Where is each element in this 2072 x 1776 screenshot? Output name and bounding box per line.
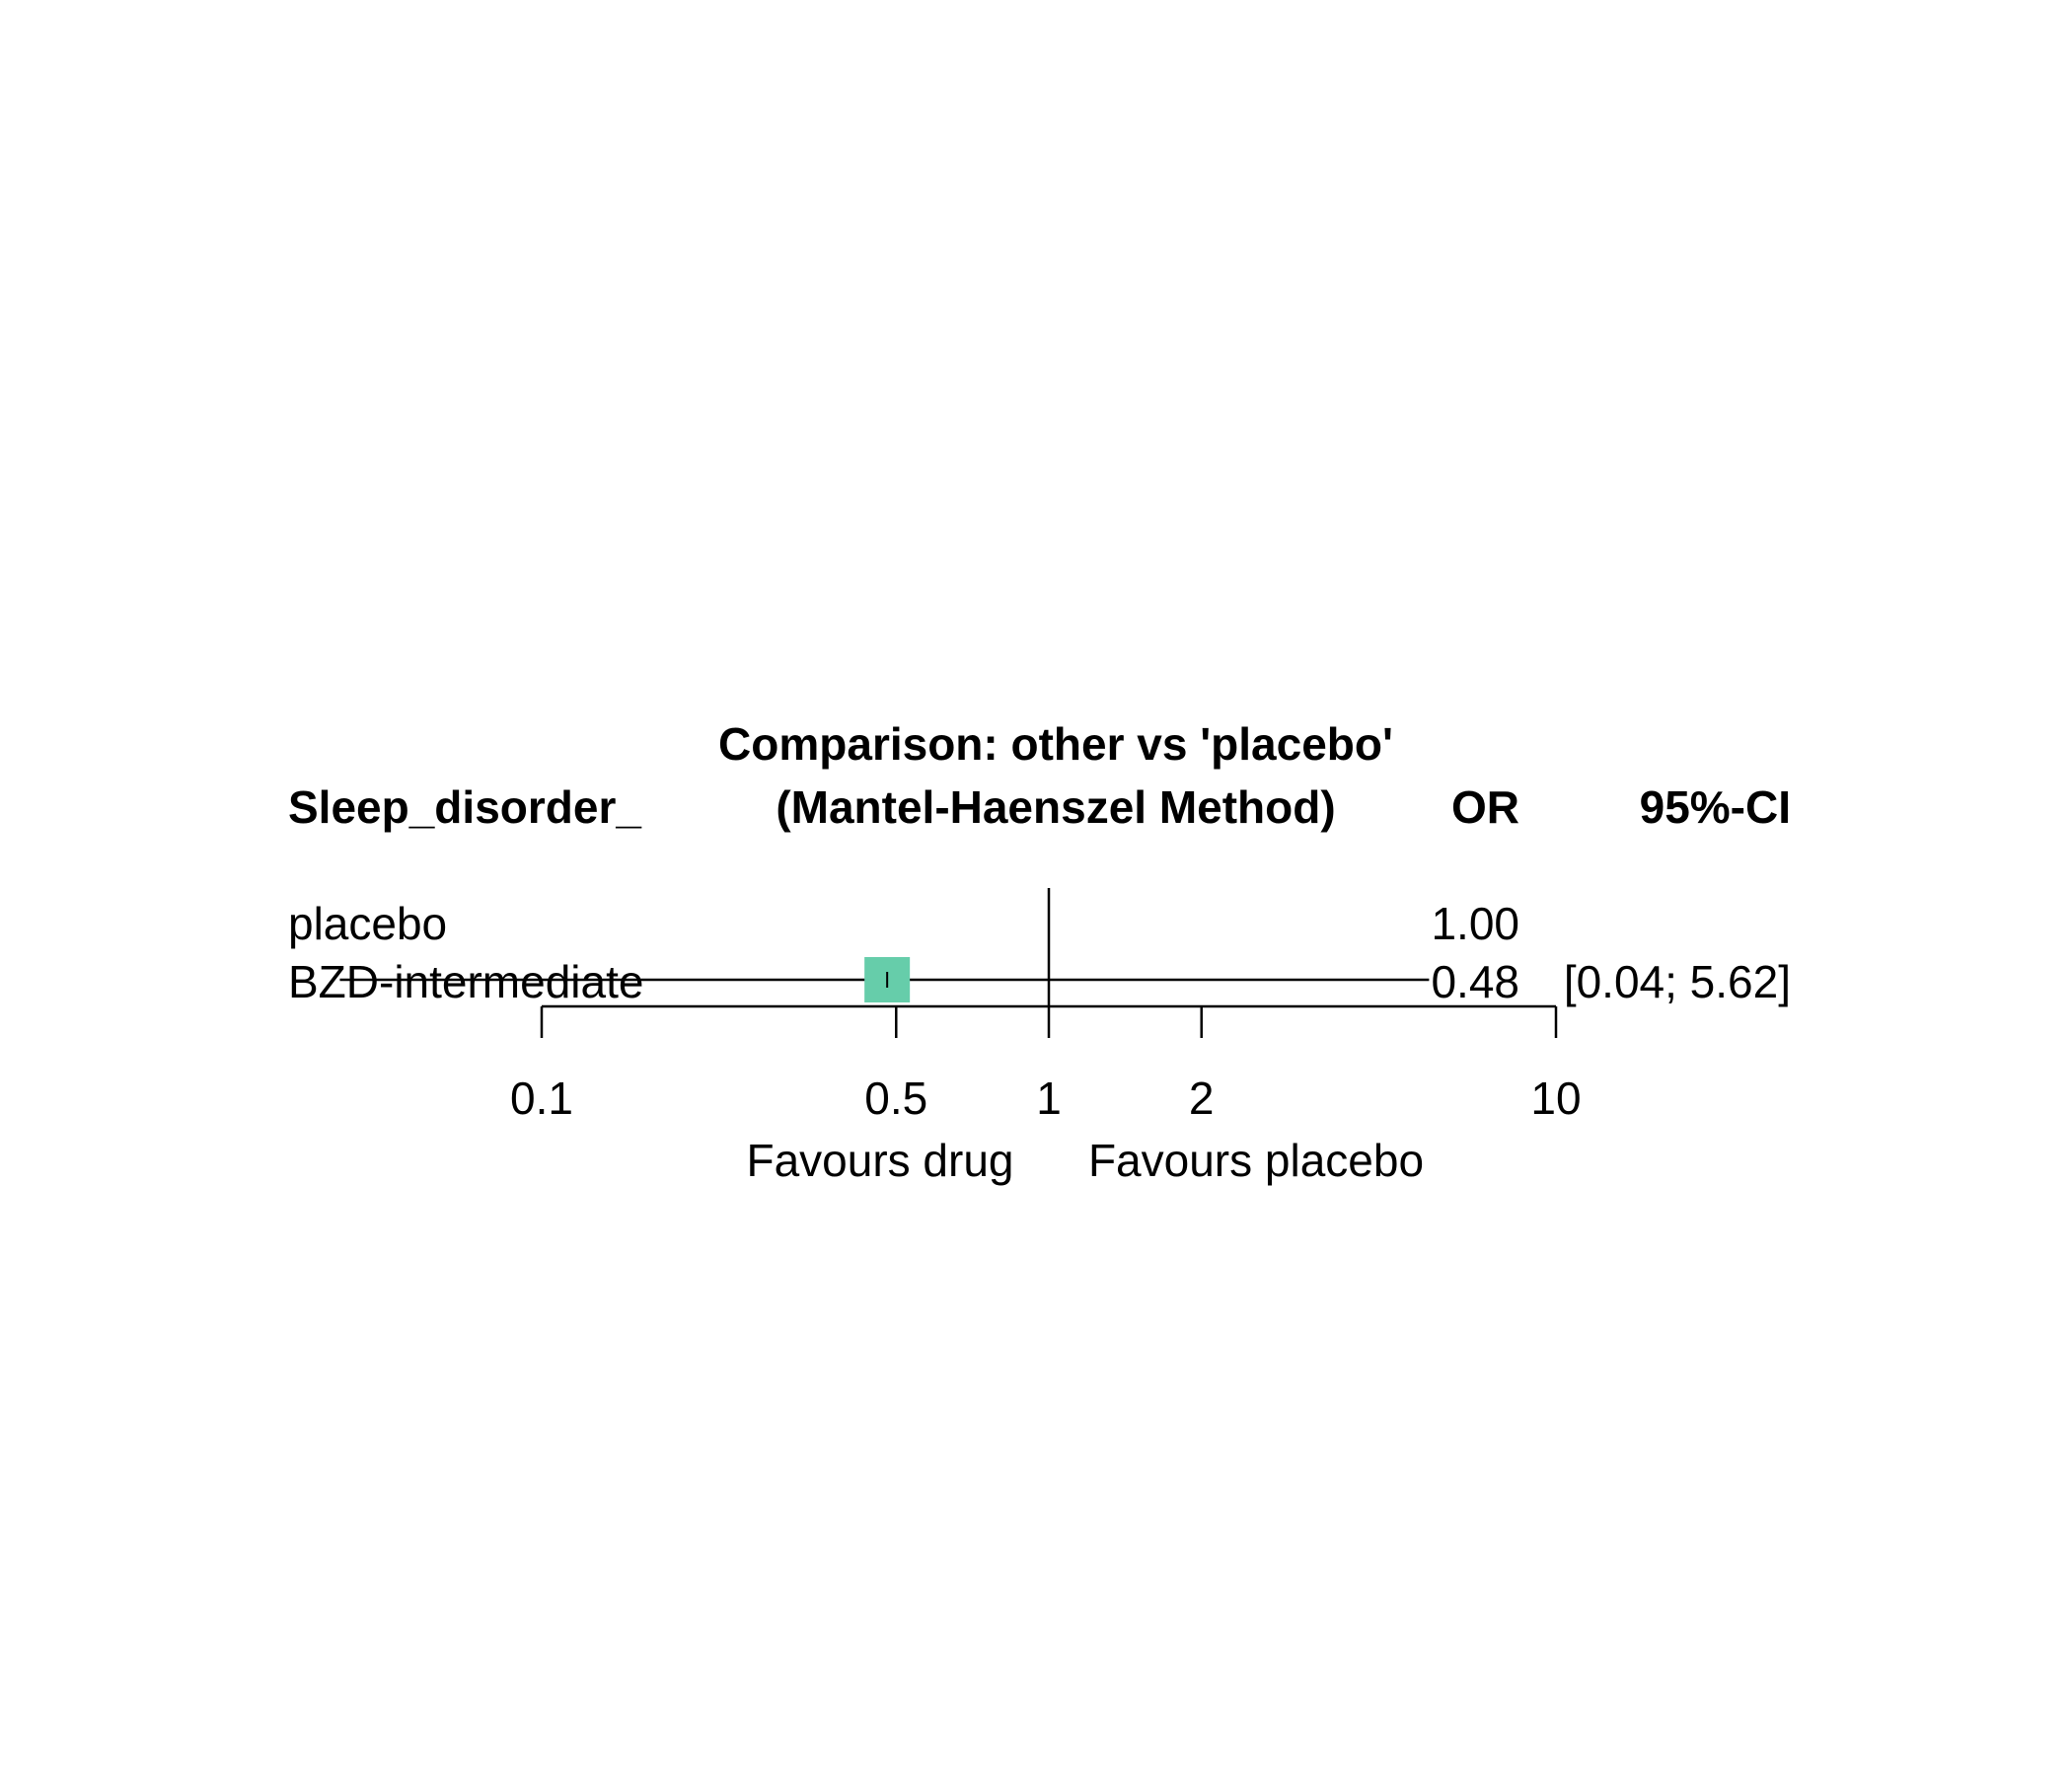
row-ci-bzd-intermediate: [0.04; 5.62] (1564, 956, 1791, 1007)
favours-left-label: Favours drug (746, 1135, 1013, 1186)
chart-title: Comparison: other vs 'placebo' (718, 718, 1393, 770)
x-tick-label: 1 (1036, 1073, 1062, 1124)
column-header-study: Sleep_disorder_ (288, 781, 641, 833)
x-tick-label: 0.1 (510, 1073, 573, 1124)
row-label-bzd-intermediate: BZD-intermediate (288, 956, 643, 1007)
x-tick-label: 0.5 (864, 1073, 927, 1124)
column-header-ci: 95%-CI (1640, 781, 1791, 833)
plot-marks: 0.1 0.5 1 2 10 (339, 888, 1582, 1124)
row-label-placebo: placebo (288, 898, 447, 949)
x-tick-label: 2 (1189, 1073, 1215, 1124)
row-or-placebo: 1.00 (1431, 898, 1519, 949)
favours-right-label: Favours placebo (1088, 1135, 1424, 1186)
row-or-bzd-intermediate: 0.48 (1431, 956, 1519, 1007)
x-tick-label: 10 (1530, 1073, 1581, 1124)
chart-subtitle: (Mantel-Haenszel Method) (776, 781, 1335, 833)
column-header-or: OR (1451, 781, 1519, 833)
